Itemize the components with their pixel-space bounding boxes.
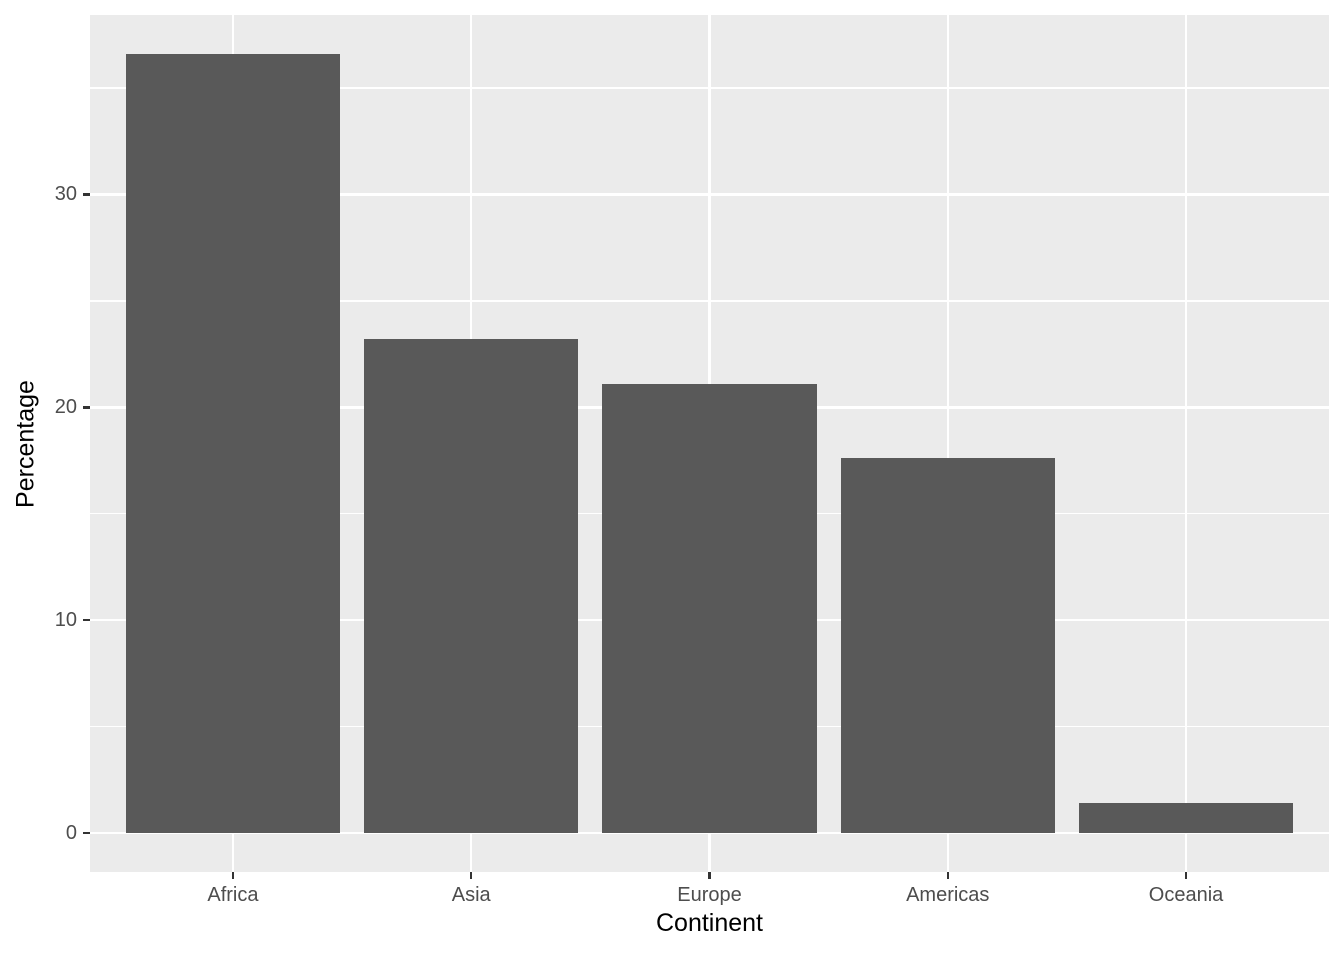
y-tick-mark — [83, 193, 90, 196]
major-gridline-x — [946, 15, 950, 872]
plot-panel — [90, 15, 1329, 872]
y-tick-label: 30 — [54, 183, 77, 206]
y-tick-mark — [83, 406, 90, 409]
x-tick-mark — [946, 872, 949, 879]
x-tick-mark — [1184, 872, 1188, 879]
x-tick-mark — [708, 872, 711, 879]
bar-africa — [125, 53, 341, 834]
bar-asia — [364, 339, 579, 834]
bar-americas — [840, 458, 1055, 834]
y-tick-label: 0 — [65, 822, 77, 845]
major-gridline-x — [1184, 15, 1188, 872]
y-tick-label: 20 — [54, 396, 77, 419]
x-tick-label: Asia — [451, 884, 491, 906]
y-tick-label: 10 — [54, 609, 77, 632]
bar-oceania — [1078, 803, 1294, 834]
bar-europe — [602, 383, 817, 834]
x-tick-mark — [231, 872, 235, 879]
x-axis-title: Continent — [655, 909, 764, 937]
x-tick-label: Oceania — [1148, 884, 1224, 906]
x-tick-label: Europe — [677, 884, 742, 906]
x-tick-mark — [470, 872, 473, 879]
x-tick-label: Americas — [906, 884, 990, 906]
x-tick-label: Africa — [207, 884, 259, 906]
y-axis-title: Percentage — [11, 379, 40, 508]
y-tick-mark — [83, 619, 90, 622]
y-tick-mark — [83, 832, 90, 835]
